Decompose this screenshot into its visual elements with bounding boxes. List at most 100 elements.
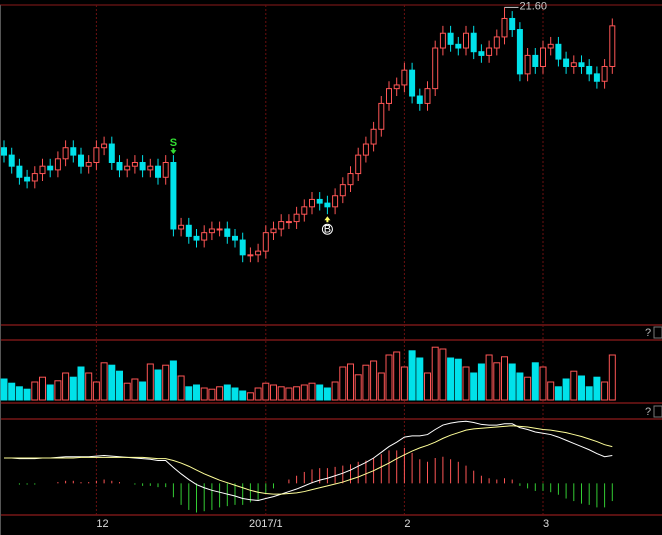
candle-body (232, 235, 238, 241)
panel-button[interactable] (653, 405, 662, 418)
volume-bar (524, 376, 532, 401)
candle-body (116, 162, 123, 171)
volume-bar (69, 376, 77, 401)
volume-bar (116, 370, 123, 401)
candle-body (201, 232, 208, 241)
volume-bar (547, 381, 555, 401)
volume-bar (454, 358, 462, 401)
volume-bar (23, 388, 31, 401)
buy-signal: B (324, 224, 331, 236)
candle-body (332, 195, 339, 208)
signal-badge (321, 223, 333, 235)
candle-body (16, 165, 23, 178)
candle-body (478, 51, 485, 56)
volume-bar (62, 372, 70, 401)
volume-bar (185, 386, 193, 401)
help-icon[interactable]: ? (645, 327, 651, 339)
candle-body (178, 224, 185, 230)
volume-bar (270, 384, 277, 401)
volume-bar (554, 386, 562, 401)
volume-bar (323, 387, 331, 401)
volume-bar (39, 376, 46, 401)
help-icon[interactable]: ? (645, 406, 651, 418)
candle-body (224, 228, 231, 237)
candle-body (293, 213, 300, 223)
candle-body (532, 54, 539, 67)
candle-body (70, 147, 77, 156)
volume-bar (216, 386, 224, 401)
volume-bar (370, 360, 378, 401)
candle-body (162, 162, 169, 178)
candle-body (39, 165, 46, 175)
candle-body (316, 198, 323, 204)
volume-bar (154, 369, 162, 401)
volume-bar (8, 382, 16, 401)
candle-body (439, 32, 446, 49)
volume-bar (0, 378, 8, 401)
candle-body (586, 65, 593, 75)
x-tick-label: 2 (404, 518, 410, 530)
volume-bar (424, 372, 431, 401)
volume-bar (562, 378, 570, 401)
candle-body (393, 84, 400, 90)
volume-bar (46, 384, 54, 401)
candle-body (78, 154, 84, 167)
candle-body (278, 221, 285, 230)
max-label: 21.60 (520, 0, 548, 12)
signal-arrow (170, 148, 177, 155)
candle-body (285, 221, 292, 224)
volume-bar (293, 386, 301, 401)
candle-body (131, 162, 138, 167)
volume-bar (85, 372, 93, 401)
volume-bar (601, 381, 609, 401)
candle-body (355, 154, 362, 175)
candle-body (193, 235, 200, 241)
volume-bar (531, 362, 539, 401)
volume-bar (139, 381, 147, 401)
volume-bar (193, 384, 200, 401)
volume-bar (470, 372, 478, 401)
volume-bar (223, 384, 231, 401)
volume-bar (408, 350, 416, 401)
candle-body (416, 95, 423, 104)
volume-bar (285, 387, 293, 401)
candle-body (601, 65, 608, 82)
candle-body (31, 173, 38, 182)
candle-body (555, 43, 562, 60)
candle-body (516, 29, 523, 75)
candle-body (24, 176, 31, 182)
volume-bar (308, 382, 316, 401)
candle-body (509, 17, 516, 31)
volume-bar (447, 357, 455, 401)
volume-bar (347, 363, 354, 401)
candle-body (470, 32, 477, 53)
candle-body (270, 228, 277, 234)
volume-bar (431, 346, 439, 401)
volume-bar (162, 364, 170, 401)
volume-bar (585, 386, 593, 401)
candle-body (216, 228, 223, 231)
volume-bar (169, 360, 177, 401)
candle-body (455, 43, 462, 49)
panel-button[interactable] (653, 326, 662, 339)
volume-bar (462, 366, 470, 401)
candle-body (524, 54, 531, 75)
volume-bar (277, 386, 285, 401)
sell-signal: S (170, 137, 177, 149)
volume-bar (354, 374, 362, 401)
candle-body (370, 128, 377, 145)
candle-body (93, 147, 100, 164)
volume-bar (377, 372, 385, 401)
candle-body (8, 154, 15, 167)
macd-line (4, 420, 613, 501)
volume-bar (239, 390, 247, 401)
volume-bar (54, 380, 62, 401)
volume-bar (393, 351, 401, 401)
volume-bar (593, 376, 601, 401)
candle-body (347, 173, 354, 186)
candle-body (262, 232, 269, 252)
volume-bar (516, 372, 524, 401)
candle-body (147, 165, 154, 171)
